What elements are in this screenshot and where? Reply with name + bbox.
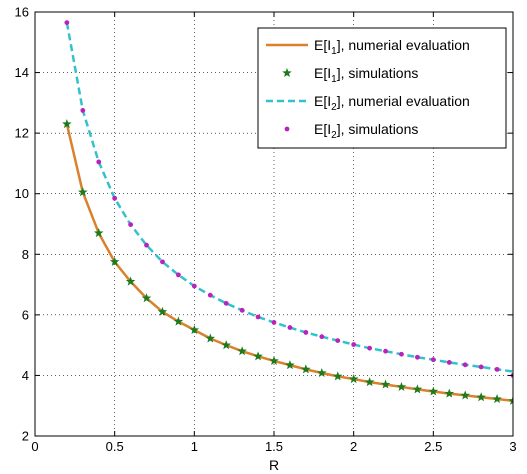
data-point-dot: [223, 300, 229, 306]
data-point-star: [78, 187, 88, 197]
data-point-star: [221, 340, 231, 350]
data-point-dot: [335, 338, 341, 343]
data-point-dot: [191, 283, 197, 289]
y-tick-label: 16: [15, 5, 29, 20]
data-point-star: [141, 293, 152, 303]
data-point-star: [285, 360, 295, 370]
series-2: [62, 119, 513, 405]
data-point-dot: [478, 364, 484, 370]
legend-entry: E[I1], simulations: [282, 65, 418, 85]
data-point-dot: [351, 342, 357, 347]
data-point-star: [125, 276, 136, 286]
data-point-dot: [112, 195, 118, 201]
x-tick-label: 1: [191, 439, 198, 454]
ticks: [34, 11, 514, 437]
data-point-dot: [160, 259, 165, 265]
data-point-star: [444, 388, 455, 398]
data-point-star: [460, 390, 470, 400]
legend: E[I1], numerial evaluation E[I1], simulat…: [257, 27, 507, 149]
data-point-dot: [96, 159, 102, 165]
legend-label: E[I1], simulations: [314, 65, 418, 85]
data-point-dot: [319, 334, 325, 340]
series-line: [65, 123, 513, 403]
data-point-star: [253, 351, 263, 361]
data-point-dot: [446, 360, 452, 365]
x-tick-label: 2: [350, 439, 357, 454]
data-point-dot: [462, 362, 468, 368]
data-point-star: [348, 374, 359, 384]
data-point-star: [364, 377, 375, 387]
y-tick-labels: 2 4 6 8 10 12 14 16: [15, 5, 29, 444]
x-tick-label: 3: [509, 439, 516, 454]
data-point-star: [380, 379, 391, 389]
legend-entry: E[I1], numerial evaluation: [266, 37, 470, 57]
data-point-star: [396, 381, 407, 391]
data-point-dot: [367, 345, 372, 351]
data-point-star: [157, 306, 168, 316]
data-point-dot: [494, 366, 500, 372]
y-tick-label: 10: [15, 186, 29, 201]
data-point-star: [412, 384, 423, 394]
y-tick-label: 8: [22, 247, 29, 262]
data-point-dot: [271, 320, 277, 325]
data-point-dot: [430, 357, 436, 363]
data-point-star: [428, 386, 439, 396]
data-point-dot: [128, 222, 134, 228]
data-point-star: [301, 364, 311, 374]
data-point-dot: [176, 272, 181, 278]
y-tick-label: 14: [15, 65, 29, 80]
legend-label: E[I1], numerial evaluation: [314, 37, 470, 57]
series-1: [65, 123, 513, 403]
series-layer: [62, 20, 513, 405]
data-point-dot: [303, 330, 309, 335]
data-point-star: [62, 119, 72, 129]
data-point-star: [189, 325, 200, 335]
y-tick-label: 4: [22, 368, 29, 383]
data-point-star: [476, 392, 486, 402]
data-point-star: [317, 368, 327, 378]
series-4: [64, 20, 513, 378]
data-point-dot: [207, 292, 213, 298]
data-point-star: [93, 228, 104, 238]
x-tick-labels: 0 0.5 1 1.5 2 2.5 3: [31, 439, 516, 454]
legend-box: [257, 27, 507, 149]
x-tick-label: 2.5: [424, 439, 442, 454]
x-axis-label: R: [269, 457, 279, 473]
data-point-dot: [255, 314, 261, 320]
y-tick-label: 2: [22, 429, 29, 444]
x-tick-label: 1.5: [265, 439, 283, 454]
legend-entry: E[I2], numerial evaluation: [266, 93, 470, 113]
grid: [35, 12, 513, 436]
data-point-star: [109, 256, 120, 266]
y-tick-label: 12: [15, 126, 29, 141]
data-point-dot: [64, 20, 70, 25]
data-point-star: [508, 395, 513, 405]
y-tick-label: 6: [22, 307, 29, 322]
data-point-star: [269, 355, 279, 365]
data-point-star: [237, 346, 247, 356]
data-point-dot: [383, 348, 388, 354]
data-point-dot: [144, 242, 149, 248]
data-point-star: [332, 371, 343, 381]
data-point-dot: [415, 354, 420, 360]
legend-dot-swatch: [284, 126, 290, 132]
data-point-dot: [80, 108, 86, 113]
data-point-star: [173, 316, 184, 326]
legend-entry: E[I2], simulations: [284, 121, 418, 141]
x-tick-label: 0.5: [106, 439, 124, 454]
legend-star-swatch: [282, 68, 292, 78]
legend-label: E[I2], simulations: [314, 121, 418, 141]
legend-label: E[I2], numerial evaluation: [314, 93, 470, 113]
data-point-dot: [399, 351, 404, 357]
data-point-dot: [287, 325, 293, 330]
data-point-dot: [239, 307, 245, 313]
data-point-star: [492, 394, 502, 404]
x-tick-label: 0: [31, 439, 38, 454]
data-point-star: [205, 333, 216, 343]
